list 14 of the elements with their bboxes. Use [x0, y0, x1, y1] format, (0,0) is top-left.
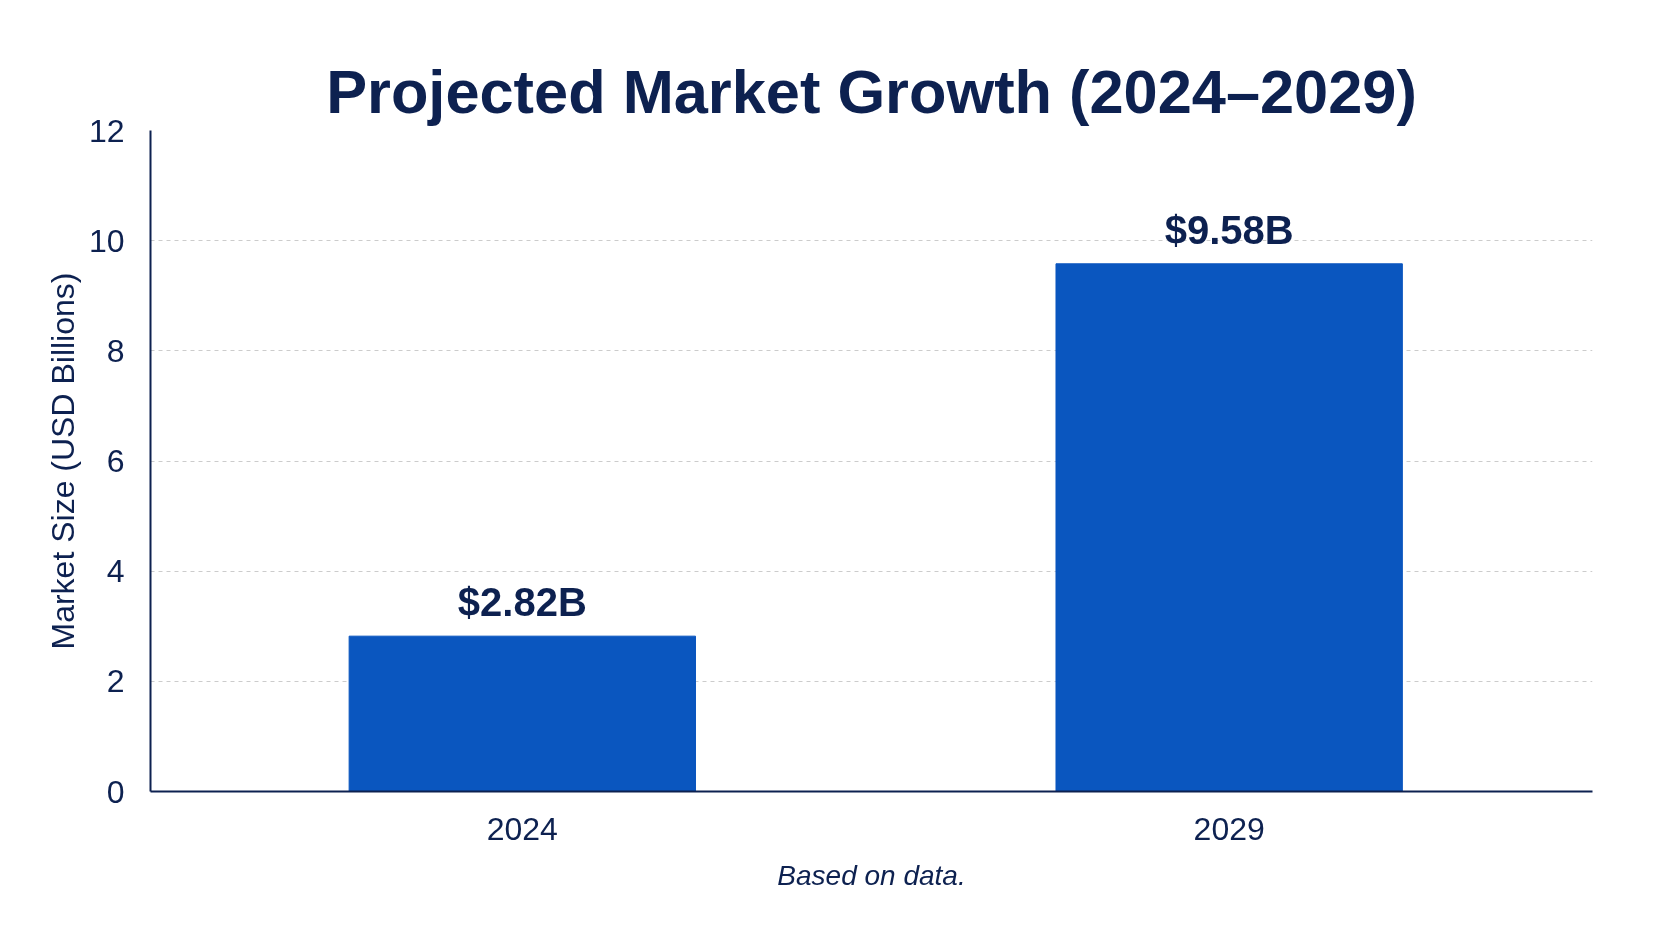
x-tick-label: 2024	[486, 810, 558, 847]
y-axis-title: Market Size (USD Billions)	[44, 272, 81, 650]
text: Based on data.	[777, 859, 966, 891]
y-tick-label: 8	[106, 332, 125, 369]
y-tick-label: 12	[88, 112, 125, 149]
y-tick-label: 2	[106, 663, 125, 700]
data-label: $2.82B	[457, 580, 587, 625]
y-tick-label: 10	[88, 222, 125, 259]
y-tick-label: 4	[106, 553, 125, 590]
x-tick-label: 2029	[1193, 810, 1265, 847]
data-label: $9.58B	[1164, 207, 1294, 252]
y-tick-label: 6	[106, 443, 125, 479]
y-tick-label: 0	[106, 773, 125, 810]
chart-title: Projected Market Growth (2024–2029)	[326, 56, 1417, 126]
